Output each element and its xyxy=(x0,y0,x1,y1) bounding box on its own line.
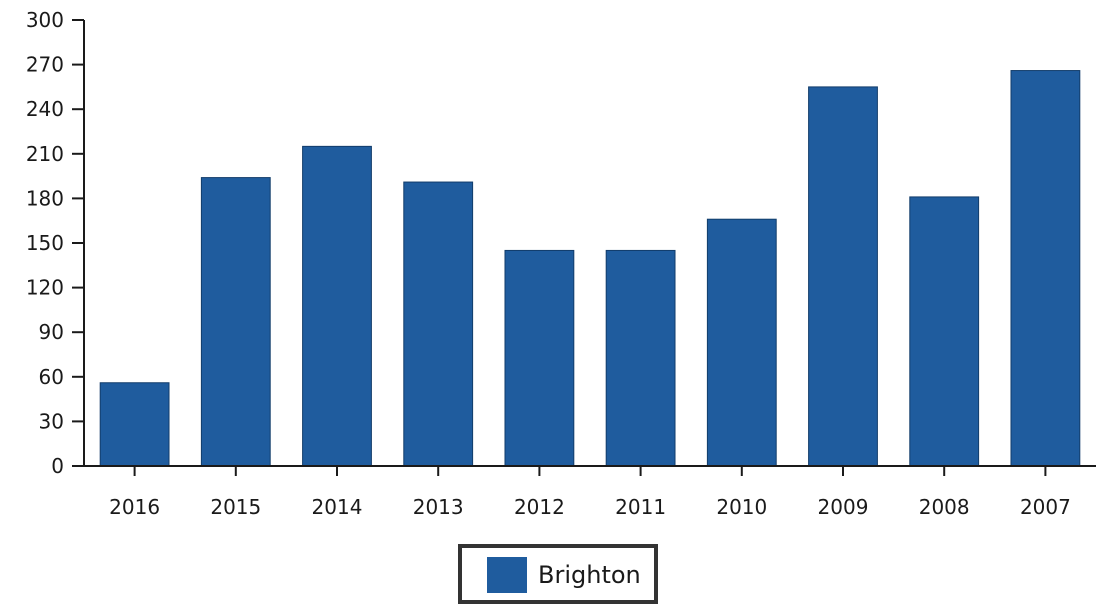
bar-2009 xyxy=(808,86,878,467)
bar-2011 xyxy=(605,249,676,467)
x-tick-label: 2013 xyxy=(413,495,464,519)
x-tick-label: 2016 xyxy=(109,495,160,519)
legend-swatch-brighton xyxy=(487,557,527,593)
x-tick-label: 2011 xyxy=(615,495,666,519)
y-tick-label: 60 xyxy=(39,365,64,389)
x-tick-label: 2010 xyxy=(716,495,767,519)
y-tick-label: 0 xyxy=(51,454,64,478)
y-axis-ticks: 0 30 60 90 120 150 180 210 240 270 300 xyxy=(26,8,84,478)
x-tick-label: 2012 xyxy=(514,495,565,519)
bar-2012 xyxy=(504,249,575,467)
legend-label-brighton: Brighton xyxy=(538,561,641,589)
y-tick-label: 90 xyxy=(39,320,64,344)
y-tick-label: 120 xyxy=(26,276,64,300)
bar-2010 xyxy=(706,218,777,467)
y-tick-label: 240 xyxy=(26,97,64,121)
legend: Brighton xyxy=(458,544,658,604)
x-tick-label: 2015 xyxy=(210,495,261,519)
y-tick-label: 180 xyxy=(26,186,64,210)
bar-2013 xyxy=(403,181,474,467)
bar-2008 xyxy=(909,196,980,467)
bar-2015 xyxy=(200,177,271,467)
x-axis-ticks: 2016 2015 2014 2013 2012 2011 2010 2009 2008 2007 xyxy=(109,466,1071,519)
y-tick-label: 270 xyxy=(26,53,64,77)
bar-2014 xyxy=(302,145,372,467)
y-tick-label: 150 xyxy=(26,231,64,255)
x-tick-label: 2008 xyxy=(919,495,970,519)
x-tick-label: 2009 xyxy=(818,495,869,519)
bar-2016 xyxy=(99,382,170,467)
y-tick-label: 300 xyxy=(26,8,64,32)
bars xyxy=(99,70,1081,467)
y-tick-label: 30 xyxy=(39,409,64,433)
x-tick-label: 2014 xyxy=(312,495,363,519)
x-tick-label: 2007 xyxy=(1020,495,1071,519)
bar-2007 xyxy=(1010,70,1081,467)
y-tick-label: 210 xyxy=(26,142,64,166)
